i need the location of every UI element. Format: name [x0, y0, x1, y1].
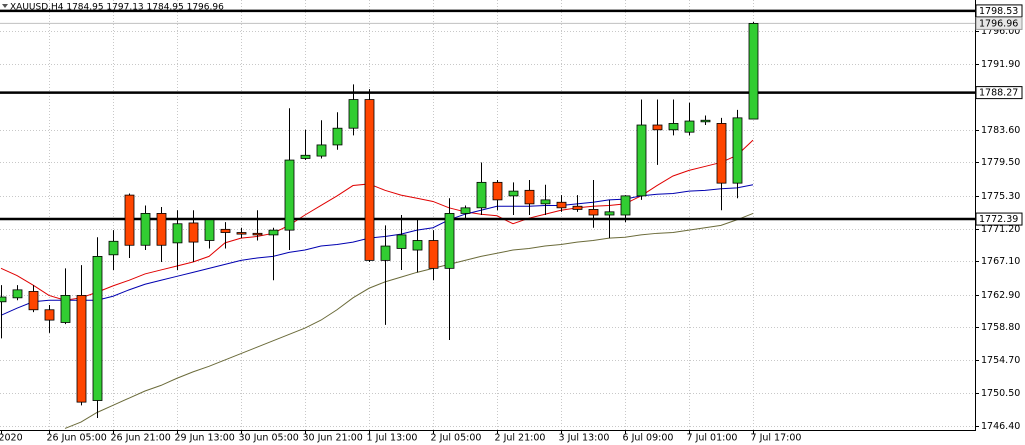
x-tick-label: 26 Jun 05:00 [47, 433, 107, 444]
moving-average [64, 212, 754, 429]
level-label: 1788.27 [979, 88, 1018, 99]
candle-body [524, 189, 535, 205]
candle-body [668, 123, 679, 131]
candle-body [652, 124, 663, 131]
y-tick-label: 1758.80 [981, 322, 1020, 333]
y-tick-label: 1754.70 [981, 355, 1020, 366]
x-tick-label: 1 Jul 13:00 [367, 433, 418, 444]
candle-body [28, 291, 39, 311]
candle-body [284, 159, 295, 231]
candle-body [460, 207, 471, 214]
candle-body [556, 201, 567, 209]
candle-body [268, 229, 279, 236]
x-tick-label: 30 Jun 21:00 [303, 433, 363, 444]
y-tick-label: 1767.10 [981, 256, 1020, 267]
candle-body [76, 295, 87, 403]
level-label-box [975, 86, 1023, 100]
current-price-box [975, 16, 1023, 30]
candle-body [124, 194, 135, 246]
level-label-box [975, 4, 1023, 18]
candle-body [204, 219, 215, 241]
y-tick-label: 1771.20 [981, 224, 1020, 235]
candle-body [620, 195, 631, 216]
symbol-icon [2, 4, 8, 8]
candle-body [444, 213, 455, 269]
x-tick-label: 3 Jul 13:00 [559, 433, 610, 444]
candle-body [636, 124, 647, 197]
candle-body [380, 245, 391, 261]
candle-body [316, 144, 327, 157]
x-tick-label: 7 Jul 17:00 [751, 433, 802, 444]
candle-body [348, 99, 359, 129]
x-tick-label: 7 Jul 01:00 [687, 433, 738, 444]
level-label: 1798.53 [979, 6, 1018, 17]
candle-body [508, 190, 519, 197]
x-tick-label: 26 Jun 2020 [0, 433, 23, 444]
x-tick-label: 6 Jul 09:00 [623, 433, 674, 444]
candle-body [188, 222, 199, 243]
y-tick-label: 1775.30 [981, 191, 1020, 202]
y-tick-label: 1779.50 [981, 157, 1020, 168]
candle-body [540, 199, 551, 205]
candle-body [172, 223, 183, 244]
candle-body [588, 209, 599, 216]
candle-body [684, 120, 695, 133]
x-tick-label: 30 Jun 05:00 [239, 433, 299, 444]
candle-body [428, 240, 439, 269]
candle-body [0, 296, 7, 303]
candle-body [220, 228, 231, 233]
candle-body [396, 234, 407, 249]
candle-body [156, 213, 167, 246]
level-label: 1772.39 [979, 214, 1018, 225]
candle-body [732, 117, 743, 184]
candle-body [700, 119, 711, 123]
y-tick-label: 1796.00 [981, 26, 1020, 37]
x-tick-label: 29 Jun 13:00 [175, 433, 235, 444]
candles [0, 22, 759, 419]
candle-body [60, 295, 71, 323]
candle-body [92, 256, 103, 401]
x-tick-label: 2 Jul 05:00 [431, 433, 482, 444]
candle-body [300, 154, 311, 159]
candle-body [748, 23, 759, 120]
y-tick-label: 1750.50 [981, 388, 1020, 399]
candle-body [140, 213, 151, 246]
candle-body [604, 211, 615, 216]
level-label-box [975, 212, 1023, 226]
y-tick-label: 1762.90 [981, 290, 1020, 301]
candle-body [108, 240, 119, 256]
candle-body [44, 309, 55, 321]
candle-body [492, 181, 503, 201]
y-tick-label: 1746.40 [981, 421, 1020, 432]
chart-title: XAUUSD,H4 1784.95 1797.13 1784.95 1796.9… [10, 3, 224, 13]
candle-body [716, 123, 727, 184]
candle-body [12, 289, 23, 299]
y-tick-label: 1791.90 [981, 59, 1020, 70]
candle-body [332, 127, 343, 146]
x-tick-label: 2 Jul 21:00 [495, 433, 546, 444]
current-price-label: 1796.96 [979, 18, 1018, 29]
candle-body [236, 232, 247, 235]
x-tick-label: 26 Jun 21:00 [111, 433, 171, 444]
y-tick-label: 1783.60 [981, 125, 1020, 136]
candle-body [572, 205, 583, 210]
candle-body [476, 181, 487, 209]
candle-body [364, 99, 375, 261]
candle-body [252, 232, 263, 236]
candle-body [412, 240, 423, 251]
